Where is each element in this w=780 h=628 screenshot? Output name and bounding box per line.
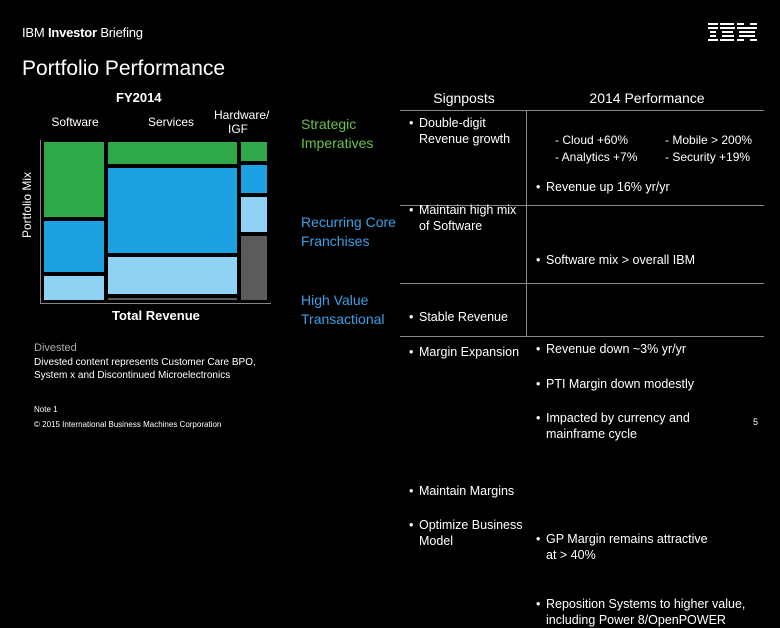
sub-item-text: Analytics +7%	[561, 150, 638, 164]
brand-light: IBM	[22, 25, 48, 40]
divested-segment	[105, 295, 240, 302]
recurring-segment	[105, 165, 240, 255]
row-divider	[400, 283, 764, 284]
signpost-item: Margin Expansion	[409, 344, 523, 360]
signpost-item: Stable Revenue	[409, 309, 523, 325]
x-axis-line	[40, 303, 271, 304]
copyright: © 2015 International Business Machines C…	[34, 420, 222, 429]
transactional-segment	[239, 195, 269, 234]
strategic-segment	[105, 140, 240, 166]
column-divider	[526, 110, 527, 336]
sub-item: - Security +19%	[665, 150, 751, 164]
category-strategic: Strategic Imperatives	[301, 116, 374, 151]
performance-item: PTI Margin down modestly	[536, 376, 761, 392]
performance-item: Impacted by currency and mainframe cycle	[536, 410, 746, 442]
mekko-chart	[42, 140, 269, 302]
sub-item-text: Security +19%	[672, 150, 751, 164]
page-title: Portfolio Performance	[22, 57, 226, 80]
performance-item: GP Margin remains attractive at > 40%	[536, 531, 721, 563]
signpost-item: Maintain Margins	[409, 483, 523, 499]
row-divider	[400, 205, 764, 206]
briefing-title: IBM Investor Briefing	[22, 25, 143, 40]
sub-item-text: Mobile > 200%	[672, 133, 753, 147]
row-divider	[400, 336, 764, 337]
sub-item: - Cloud +60%	[555, 133, 629, 147]
y-axis-label: Portfolio Mix	[20, 171, 34, 238]
divested-description: Divested content represents Customer Car…	[34, 357, 256, 381]
signpost-item: Double-digit Revenue growth	[409, 115, 523, 147]
performance-item: Revenue up 16% yr/yr	[536, 179, 761, 195]
col-label-hardware: Hardware/ IGF	[214, 108, 270, 136]
col-label-software: Software	[51, 115, 99, 129]
brand-rest: Briefing	[96, 25, 143, 40]
category-transactional: High Value Transactional	[301, 292, 385, 327]
col-label-services: Services	[147, 115, 194, 129]
table-divider	[400, 110, 764, 111]
header-signposts: Signposts	[433, 90, 495, 106]
sub-item-text: Cloud +60%	[562, 133, 629, 147]
page-number: 5	[752, 417, 758, 427]
y-axis-line	[40, 140, 41, 304]
performance-item: Revenue down ~3% yr/yr	[536, 341, 761, 357]
header-performance: 2014 Performance	[589, 90, 705, 106]
brand-bold: Investor	[47, 25, 97, 40]
transactional-segment	[42, 274, 106, 302]
divested-label: Divested	[34, 342, 77, 354]
performance-item: Software mix > overall IBM	[536, 252, 761, 268]
signpost-item: Maintain high mix of Software	[409, 202, 523, 234]
x-axis-label: Total Revenue	[112, 308, 200, 323]
sub-item: - Analytics +7%	[555, 150, 638, 164]
ibm-logo-icon	[708, 23, 757, 41]
category-recurring: Recurring Core Franchises	[301, 214, 396, 249]
recurring-segment	[42, 219, 106, 275]
performance-item: Reposition Systems to higher value, incl…	[536, 596, 761, 628]
strategic-segment	[42, 140, 106, 220]
transactional-segment	[105, 255, 240, 296]
recurring-segment	[239, 162, 269, 196]
sub-item: - Mobile > 200%	[665, 133, 753, 147]
divested-segment	[239, 233, 269, 302]
chart-period: FY2014	[116, 90, 162, 105]
signpost-item: Optimize Business Model	[409, 517, 523, 549]
footnote: Note 1	[34, 405, 58, 414]
strategic-segment	[239, 140, 269, 163]
